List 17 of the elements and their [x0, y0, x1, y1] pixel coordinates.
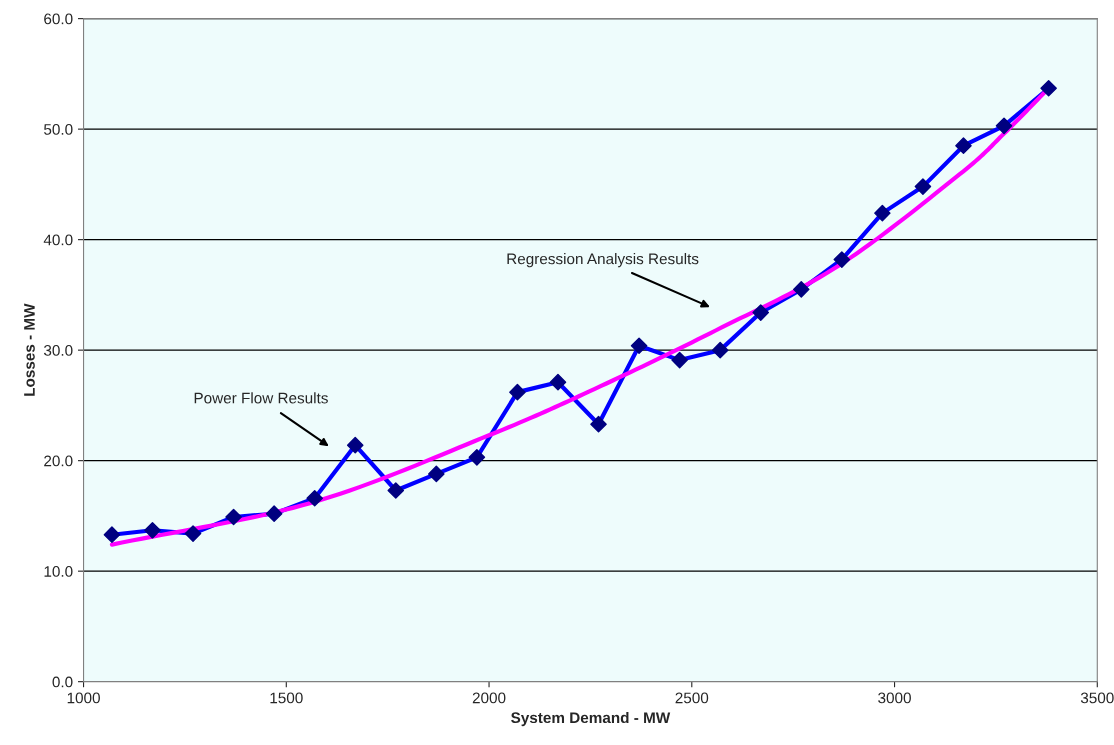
x-tick-label: 1000	[67, 692, 100, 704]
x-tick-label: 1500	[270, 692, 303, 704]
y-tick-label: 20.0	[44, 455, 73, 467]
annotation: Regression Analysis Results	[507, 253, 699, 268]
y-tick-label: 0.0	[52, 676, 73, 688]
y-tick-label: 30.0	[43, 345, 73, 356]
x-tick-label: 2500	[675, 692, 709, 704]
x-tick-label: 3500	[1080, 692, 1114, 704]
y-tick-label: 60.0	[44, 13, 73, 25]
y-tick-label: 50.0	[44, 124, 73, 135]
annotation: Power Flow Results	[194, 392, 328, 404]
y-axis-title: Losses - MW	[24, 303, 35, 396]
y-tick-label: 10.0	[44, 566, 73, 577]
x-axis-title: System Demand - MW	[511, 711, 671, 727]
x-tick-label: 3000	[878, 692, 911, 704]
y-tick-label: 40.0	[43, 234, 73, 246]
x-tick-label: 2000	[472, 692, 506, 704]
